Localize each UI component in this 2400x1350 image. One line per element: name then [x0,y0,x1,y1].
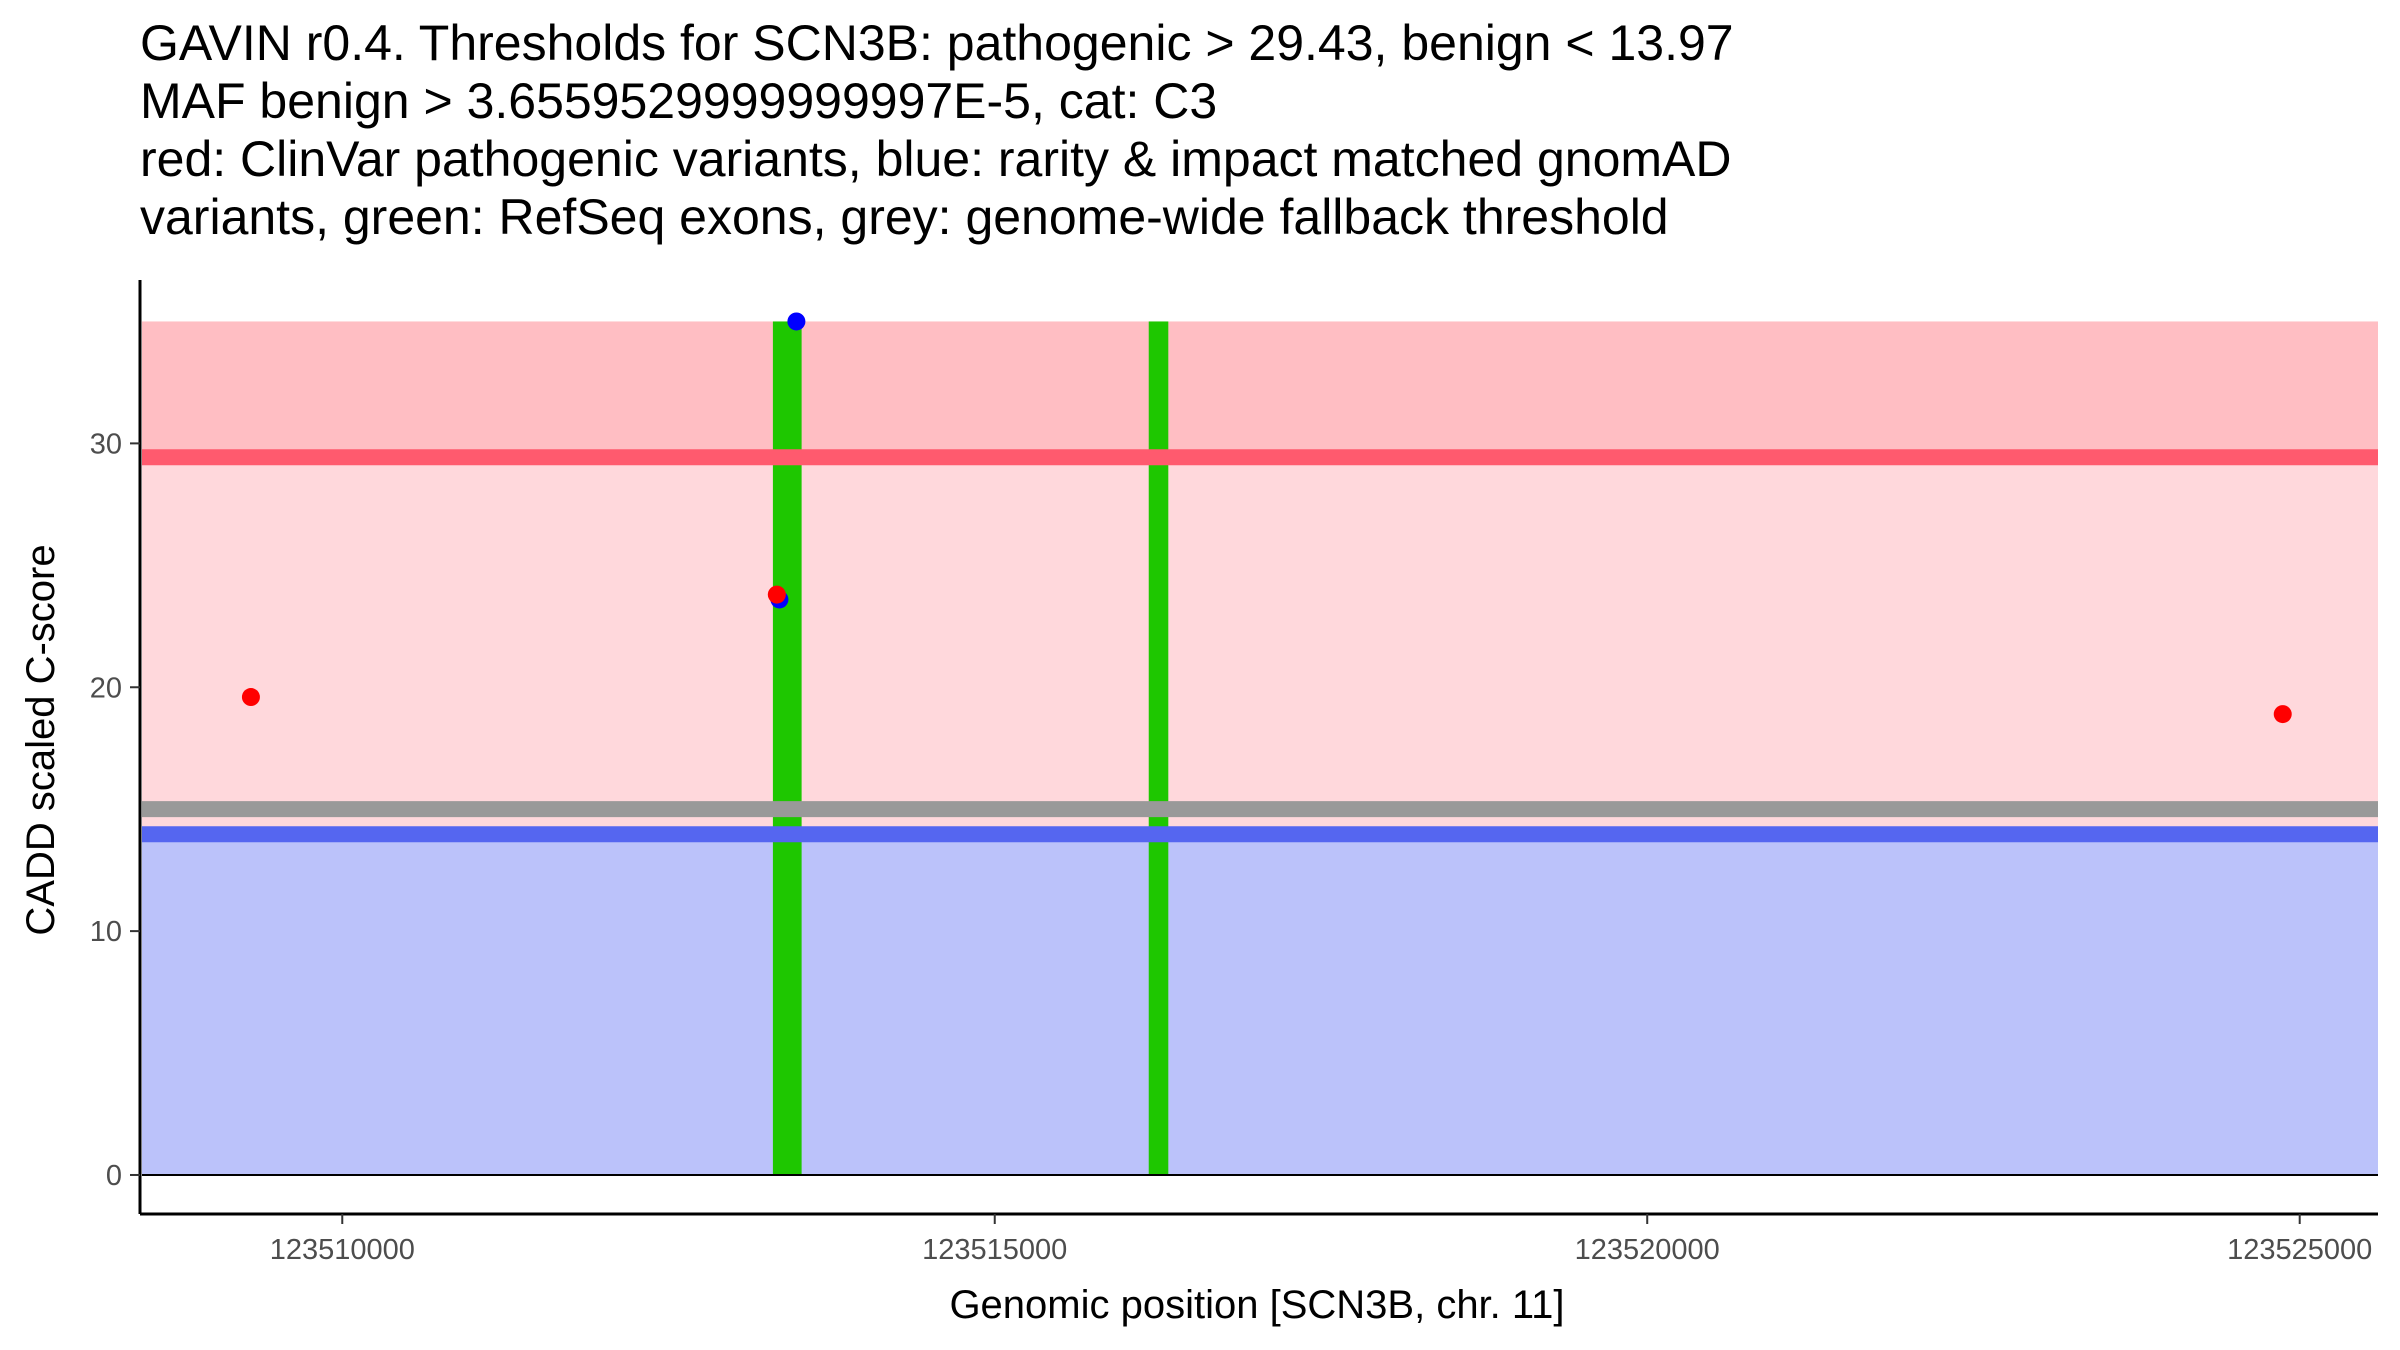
title-line-3: red: ClinVar pathogenic variants, blue: … [140,131,1732,187]
chart-title: GAVIN r0.4. Thresholds for SCN3B: pathog… [140,14,2380,246]
clinvar-point-3 [2273,705,2292,724]
pathogenic-band-upper [142,321,2378,458]
clinvar-point-1 [241,688,260,707]
x-tick-label-123525000: 123525000 [2227,1234,2372,1266]
x-tick-label-123515000: 123515000 [922,1234,1067,1266]
y-tick-label-30: 30 [90,428,122,460]
title-line-1: GAVIN r0.4. Thresholds for SCN3B: pathog… [140,15,1734,71]
title-line-4: variants, green: RefSeq exons, grey: gen… [140,189,1669,245]
title-line-2: MAF benign > 3.6559529999999997E-5, cat:… [140,73,1218,129]
benign-band [142,834,2378,1175]
x-axis-title: Genomic position [SCN3B, chr. 11] [949,1283,1564,1327]
y-tick-label-10: 10 [90,916,122,948]
x-tick-label-123510000: 123510000 [270,1234,415,1266]
y-axis-title: CADD scaled C-score [19,544,63,935]
y-tick-label-20: 20 [90,672,122,704]
pathogenic-band-lower [142,457,2378,835]
exon-bar-2 [1148,321,1169,1175]
x-tick-label-123520000: 123520000 [1575,1234,1720,1266]
clinvar-point-2 [767,585,786,604]
gnomad-point-2 [787,312,806,331]
y-tick-label-0: 0 [106,1160,122,1192]
